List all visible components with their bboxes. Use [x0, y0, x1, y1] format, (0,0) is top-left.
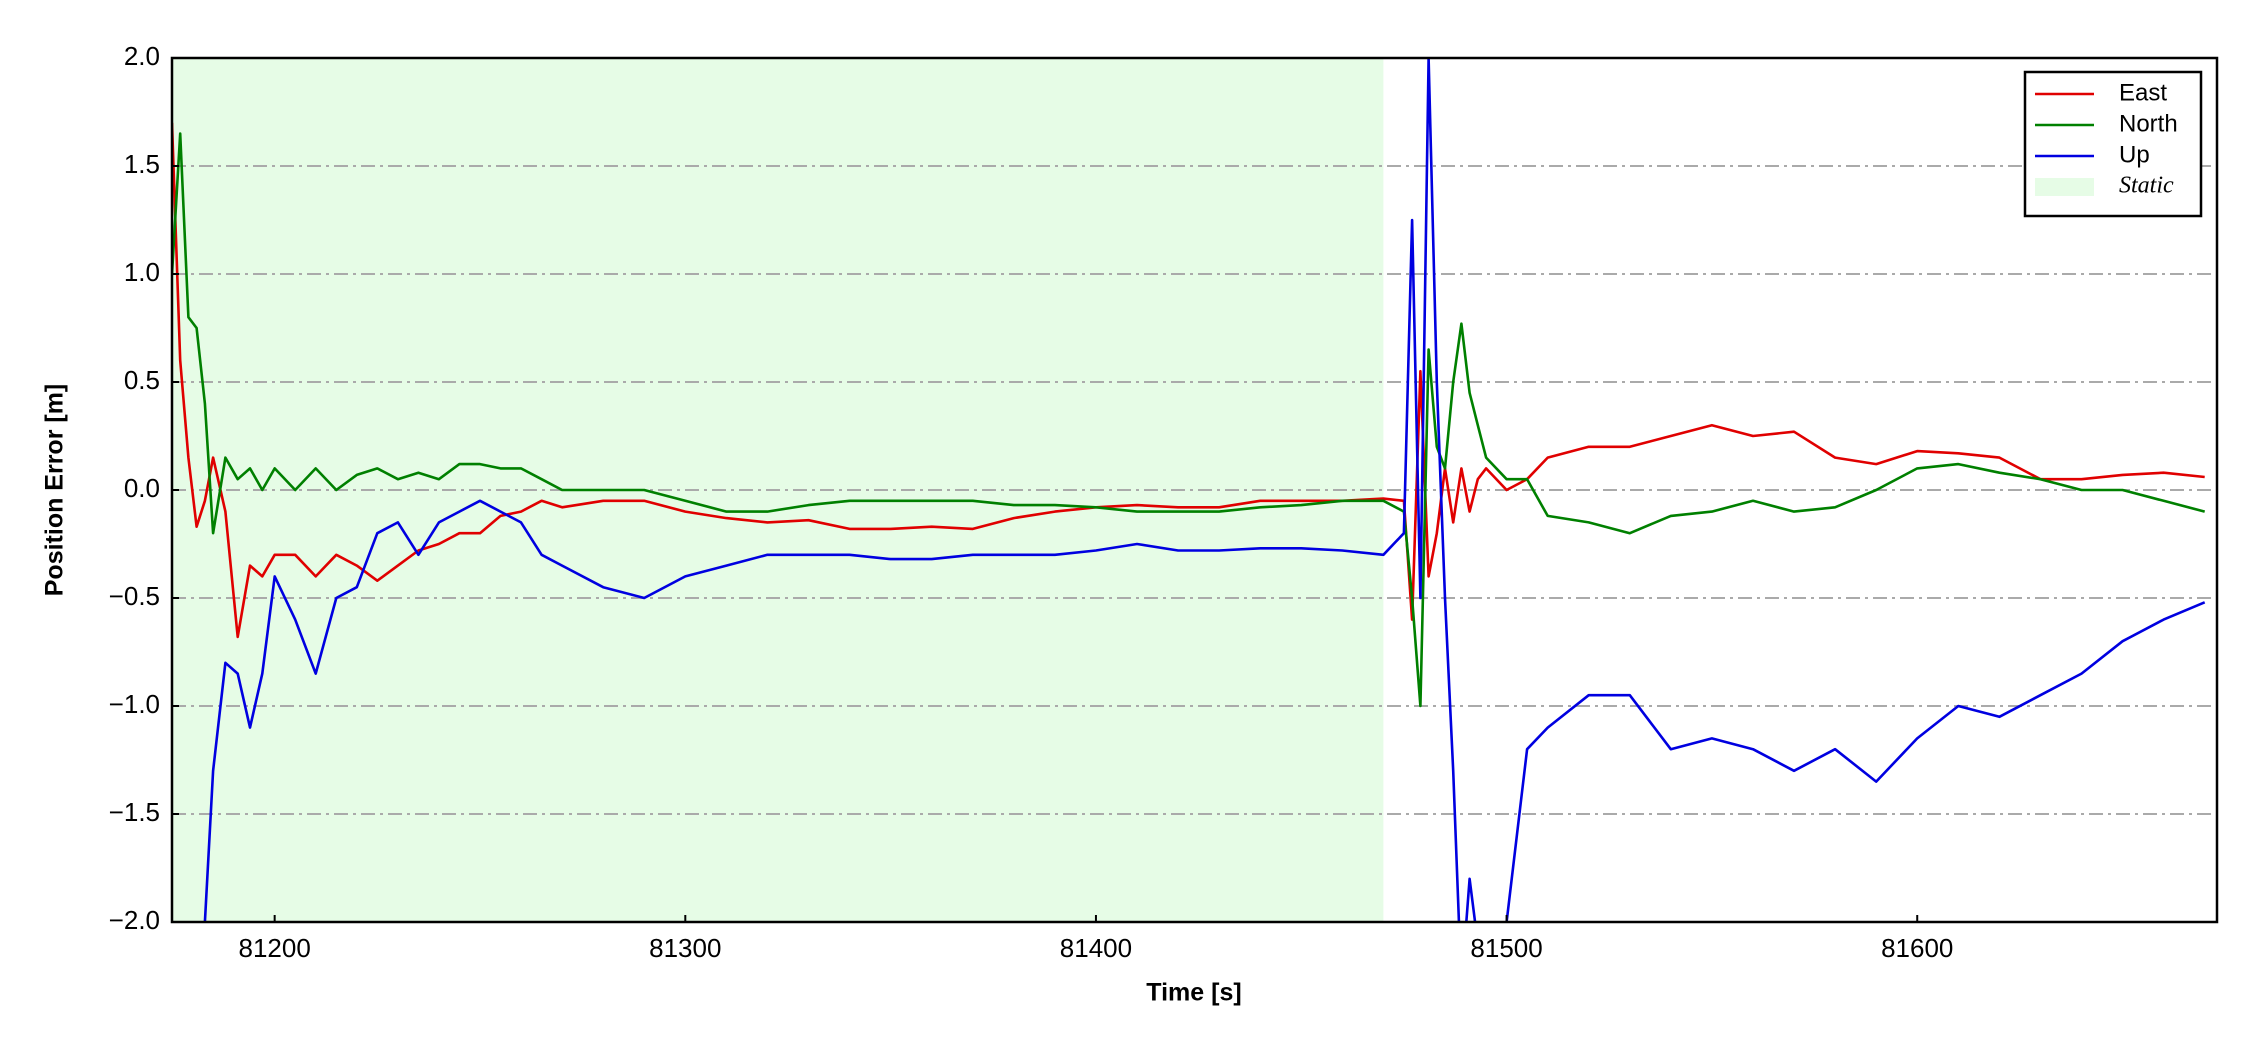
- legend-label: North: [2119, 110, 2178, 137]
- y-tick-label: −1.0: [109, 689, 160, 719]
- x-tick-label: 81300: [649, 933, 721, 963]
- y-tick-label: 1.5: [124, 149, 160, 179]
- series-line: [203, 58, 2206, 922]
- legend-label: Up: [2119, 141, 2150, 168]
- x-tick-label: 81400: [1060, 933, 1132, 963]
- y-tick-label: 0.0: [124, 473, 160, 503]
- series-line: [172, 132, 2206, 708]
- legend-label: Static: [2119, 173, 2174, 199]
- legend-swatch: [2035, 178, 2094, 196]
- x-tick-label: 81500: [1470, 933, 1542, 963]
- y-tick-label: −0.5: [109, 581, 160, 611]
- x-tick-label: 81200: [239, 933, 311, 963]
- plot-area: [172, 58, 2217, 922]
- y-tick-label: 0.5: [124, 365, 160, 395]
- x-tick-label: 81600: [1881, 933, 1953, 963]
- y-tick-label: 2.0: [124, 41, 160, 71]
- y-tick-label: −2.0: [109, 905, 160, 935]
- legend-label: East: [2119, 79, 2167, 106]
- y-axis-label: Position Error [m]: [41, 384, 69, 597]
- plot-frame: [170, 56, 2219, 924]
- x-axis-label: Time [s]: [1146, 979, 1241, 1007]
- y-tick-label: −1.5: [109, 797, 160, 827]
- y-tick-label: 1.0: [124, 257, 160, 287]
